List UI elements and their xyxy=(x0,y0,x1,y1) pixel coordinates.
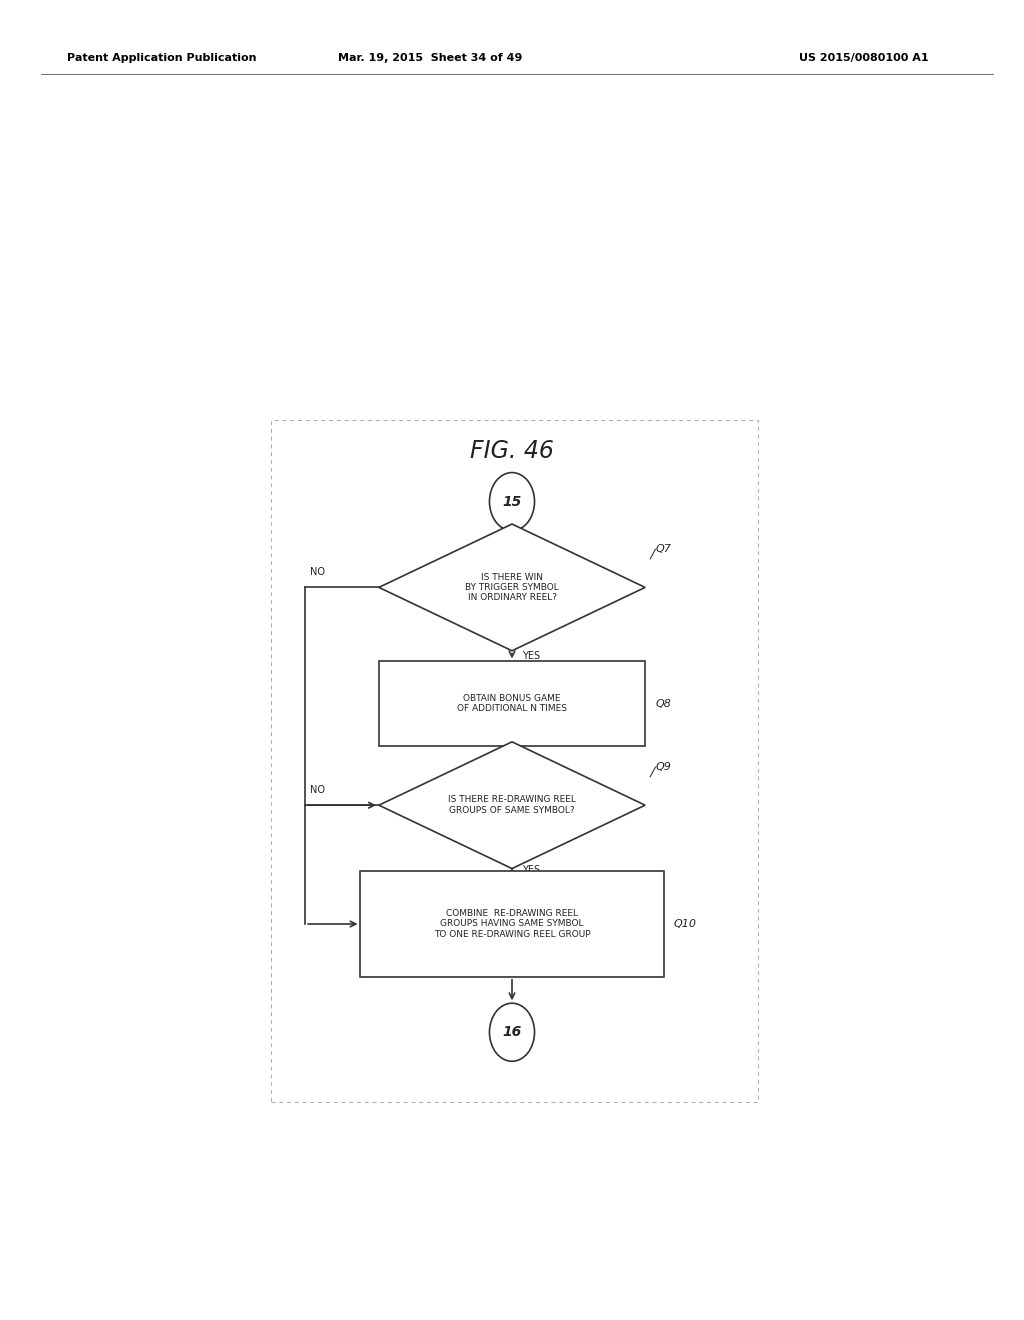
Text: Patent Application Publication: Patent Application Publication xyxy=(67,53,256,63)
Polygon shape xyxy=(379,742,645,869)
Text: IS THERE WIN
BY TRIGGER SYMBOL
IN ORDINARY REEL?: IS THERE WIN BY TRIGGER SYMBOL IN ORDINA… xyxy=(465,573,559,602)
Text: Q7: Q7 xyxy=(655,544,672,554)
Circle shape xyxy=(489,473,535,531)
Circle shape xyxy=(489,1003,535,1061)
Text: Q8: Q8 xyxy=(655,698,672,709)
FancyBboxPatch shape xyxy=(379,661,645,746)
Text: NO: NO xyxy=(310,784,326,795)
Text: Mar. 19, 2015  Sheet 34 of 49: Mar. 19, 2015 Sheet 34 of 49 xyxy=(338,53,522,63)
Text: NO: NO xyxy=(310,566,326,577)
Text: 15: 15 xyxy=(503,495,521,508)
Text: OBTAIN BONUS GAME
OF ADDITIONAL N TIMES: OBTAIN BONUS GAME OF ADDITIONAL N TIMES xyxy=(457,694,567,713)
Text: Q10: Q10 xyxy=(674,919,696,929)
Text: FIG. 46: FIG. 46 xyxy=(470,440,554,463)
FancyBboxPatch shape xyxy=(360,871,664,977)
Text: COMBINE  RE-DRAWING REEL
GROUPS HAVING SAME SYMBOL
TO ONE RE-DRAWING REEL GROUP: COMBINE RE-DRAWING REEL GROUPS HAVING SA… xyxy=(434,909,590,939)
Text: YES: YES xyxy=(522,651,541,661)
Text: YES: YES xyxy=(522,865,541,875)
Text: IS THERE RE-DRAWING REEL
GROUPS OF SAME SYMBOL?: IS THERE RE-DRAWING REEL GROUPS OF SAME … xyxy=(449,796,575,814)
Text: Q9: Q9 xyxy=(655,762,672,772)
Text: 16: 16 xyxy=(503,1026,521,1039)
Text: US 2015/0080100 A1: US 2015/0080100 A1 xyxy=(799,53,929,63)
Polygon shape xyxy=(379,524,645,651)
